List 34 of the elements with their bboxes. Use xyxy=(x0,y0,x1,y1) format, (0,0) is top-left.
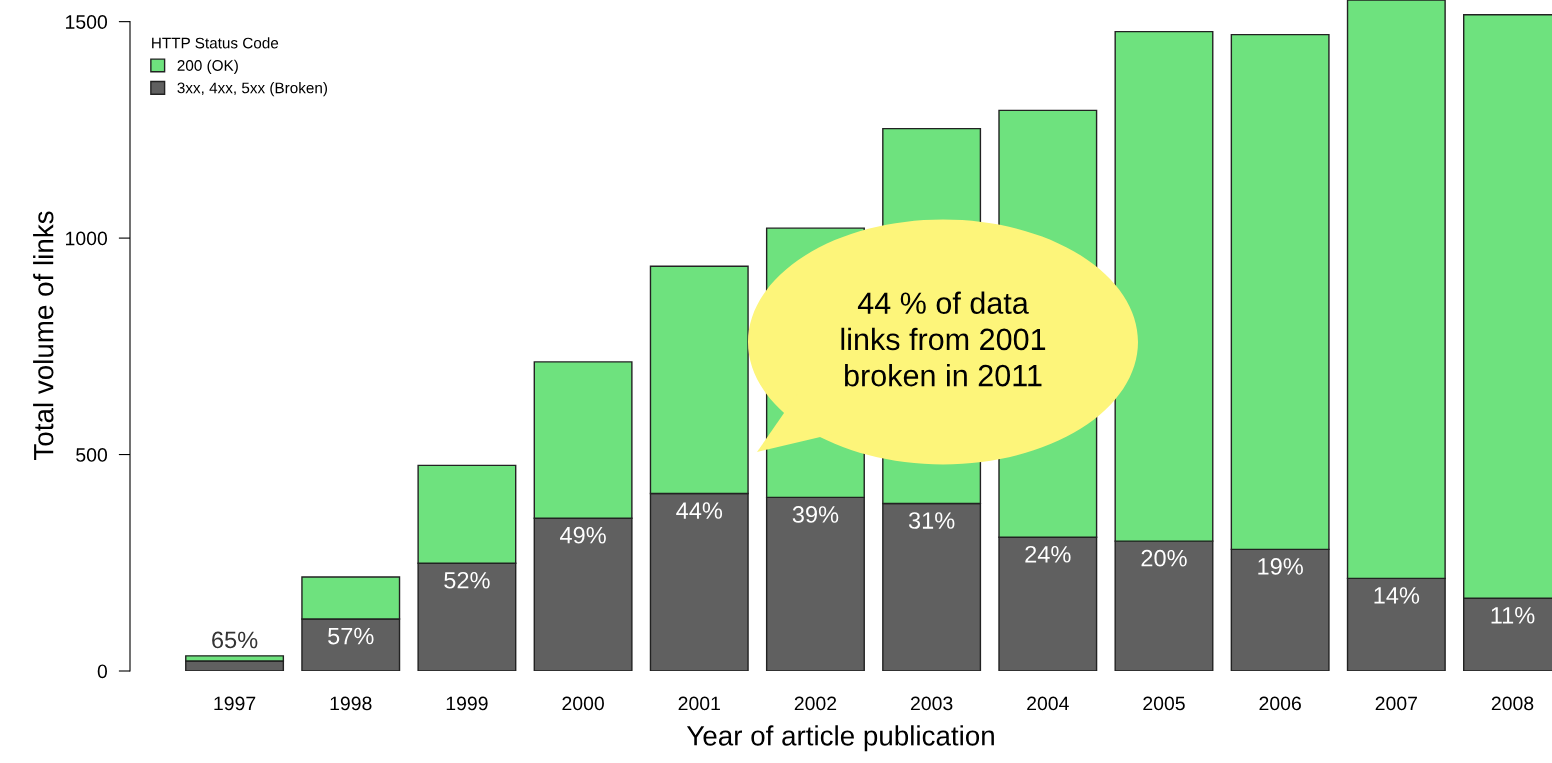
x-tick-label: 1999 xyxy=(446,696,488,711)
x-tick-label: 1998 xyxy=(330,696,372,711)
x-tick-label: 2003 xyxy=(910,696,953,711)
annotation: 52% xyxy=(444,571,490,589)
x-tick-label: 2002 xyxy=(794,696,837,711)
annotation: 65% xyxy=(212,631,258,649)
x-tick-label: 2001 xyxy=(678,696,720,711)
x-tick-label: 1997 xyxy=(214,696,256,711)
x-axis-title: Year of article publication xyxy=(686,725,994,752)
x-tick-label: 2007 xyxy=(1375,696,1417,711)
legend-title: HTTP Status Code xyxy=(152,37,279,49)
legend-label: 200 (OK) xyxy=(177,59,238,74)
annotation: 20% xyxy=(1141,549,1187,567)
x-tick-label: 2005 xyxy=(1143,696,1185,711)
y-tick-label: 1000 xyxy=(66,231,108,246)
annotation: 49% xyxy=(560,526,606,544)
x-tick-label: 2006 xyxy=(1259,696,1301,711)
annotation: 44% xyxy=(676,502,723,519)
x-tick-label: 2004 xyxy=(1027,696,1069,711)
annotation: 57% xyxy=(328,627,374,645)
annotation: 14% xyxy=(1374,587,1420,604)
y-tick-label: 500 xyxy=(76,448,108,462)
y-tick-label: 1500 xyxy=(66,15,108,29)
annotation: 24% xyxy=(1025,545,1071,563)
y-axis-title: Total volume of links xyxy=(33,211,54,460)
x-tick-label: 2000 xyxy=(562,696,604,711)
annotation: 11% xyxy=(1491,607,1535,624)
annotation: 19% xyxy=(1258,558,1303,575)
annotation: 31% xyxy=(908,512,955,529)
legend-label: 3xx, 4xx, 5xx (Broken) xyxy=(177,82,328,97)
annotation: 44 % of data links from 2001 broken in 2011 xyxy=(841,291,1046,387)
annotation: 39% xyxy=(792,506,839,523)
x-tick-label: 2008 xyxy=(1491,696,1534,711)
y-tick-label: 0 xyxy=(97,664,108,679)
